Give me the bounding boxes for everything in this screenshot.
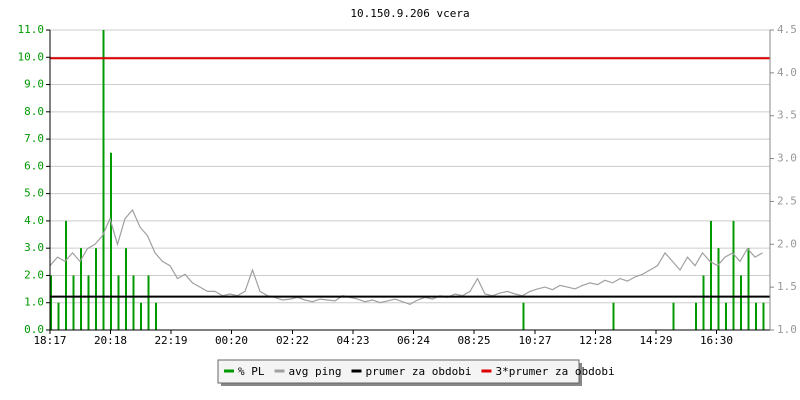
pl-bar <box>87 275 90 330</box>
chart-title: 10.150.9.206 vcera <box>350 7 469 20</box>
pl-bar <box>102 30 105 330</box>
pl-bar <box>762 302 765 330</box>
x-tick-label: 16:30 <box>700 334 733 347</box>
pl-bar <box>72 275 75 330</box>
x-tick-label: 12:28 <box>579 334 612 347</box>
legend-label: prumer za obdobi <box>365 365 471 378</box>
y2-tick-label: 2.5 <box>777 194 797 207</box>
pl-bar <box>140 302 142 330</box>
y2-tick-label: 3.5 <box>777 109 797 122</box>
x-tick-label: 14:29 <box>639 334 672 347</box>
pl-bar <box>125 248 127 330</box>
y-tick-label: 4.0 <box>24 214 44 227</box>
y2-tick-label: 2.0 <box>777 237 797 250</box>
pl-bar <box>110 152 112 330</box>
y2-tick-label: 1.5 <box>777 280 797 293</box>
pl-bar <box>132 275 135 330</box>
y-tick-label: 6.0 <box>24 159 44 172</box>
y-tick-label: 0.0 <box>24 323 44 336</box>
pl-bar <box>717 248 720 330</box>
pl-bar <box>65 220 67 330</box>
pl-bar <box>50 275 52 330</box>
pl-bar <box>57 302 60 330</box>
pl-bar <box>155 302 157 330</box>
y-tick-label: 10.0 <box>18 50 45 63</box>
pl-bar <box>755 302 757 330</box>
x-tick-label: 04:23 <box>336 334 369 347</box>
legend-label: 3*prumer za obdobi <box>495 365 614 378</box>
y2-tick-label: 3.0 <box>777 152 797 165</box>
y-tick-label: 8.0 <box>24 105 44 118</box>
pl-bar <box>80 248 82 330</box>
pl-bar <box>710 220 712 330</box>
legend-label: avg ping <box>289 365 342 378</box>
x-tick-label: 20:18 <box>94 334 127 347</box>
x-tick-label: 06:24 <box>397 334 430 347</box>
x-tick-label: 02:22 <box>276 334 309 347</box>
y-tick-label: 9.0 <box>24 78 44 91</box>
y-tick-label: 1.0 <box>24 296 44 309</box>
y-tick-label: 7.0 <box>24 132 44 145</box>
pl-bar <box>725 302 727 330</box>
x-tick-label: 18:17 <box>33 334 66 347</box>
y-tick-label: 5.0 <box>24 187 44 200</box>
pl-bar <box>695 302 697 330</box>
pl-bar <box>117 275 120 330</box>
y-tick-label: 3.0 <box>24 241 44 254</box>
x-tick-label: 00:20 <box>215 334 248 347</box>
y-tick-label: 11.0 <box>18 23 45 36</box>
pl-bar <box>147 275 150 330</box>
pl-bar <box>612 302 615 330</box>
x-tick-label: 22:19 <box>154 334 187 347</box>
pl-bar <box>732 220 735 330</box>
x-tick-label: 08:25 <box>457 334 490 347</box>
ping-line <box>49 208 763 305</box>
y2-tick-label: 4.0 <box>777 66 797 79</box>
pl-bar <box>740 275 742 330</box>
pl-bar <box>747 248 750 330</box>
pl-bar <box>95 248 97 330</box>
legend-label: % PL <box>238 365 265 378</box>
pl-bar <box>672 302 675 330</box>
x-tick-label: 10:27 <box>518 334 551 347</box>
pl-bar <box>702 275 705 330</box>
y2-tick-label: 1.0 <box>777 323 797 336</box>
pl-bar <box>522 302 525 330</box>
legend-box <box>217 359 580 384</box>
y-tick-label: 2.0 <box>24 268 44 281</box>
y2-tick-label: 4.5 <box>777 23 797 36</box>
